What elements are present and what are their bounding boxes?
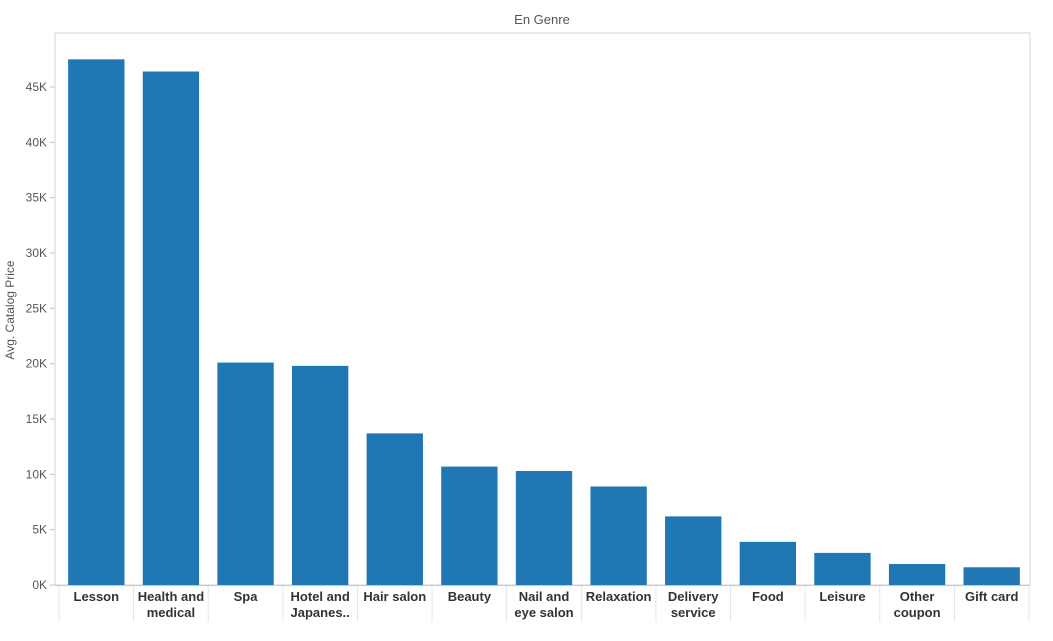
x-tick-label: Spa xyxy=(234,589,259,604)
x-tick-label-line: service xyxy=(671,605,716,620)
y-tick-label: 35K xyxy=(26,191,47,205)
x-tick-label-line: Relaxation xyxy=(586,589,652,604)
x-tick-label-line: Lesson xyxy=(74,589,120,604)
x-tick-label-line: Gift card xyxy=(965,589,1019,604)
x-tick-label-line: Spa xyxy=(234,589,259,604)
x-tick-label-line: Leisure xyxy=(819,589,865,604)
y-tick-label: 0K xyxy=(32,578,47,592)
bar xyxy=(441,466,498,585)
x-tick-label-line: coupon xyxy=(894,605,941,620)
bar xyxy=(366,433,423,585)
x-tick-label: Leisure xyxy=(819,589,865,604)
y-tick-label: 5K xyxy=(32,523,47,537)
x-tick-label: Other coupon xyxy=(894,589,941,620)
bar xyxy=(590,486,647,585)
bar xyxy=(814,552,871,585)
x-tick-label: Relaxation xyxy=(586,589,652,604)
bar xyxy=(515,471,573,585)
x-tick-label-line: Nail and xyxy=(519,589,570,604)
bar xyxy=(665,516,722,585)
x-tick-label-line: medical xyxy=(147,605,195,620)
y-tick-label: 25K xyxy=(26,301,47,315)
x-tick-label: Health and medical xyxy=(138,589,205,620)
bar xyxy=(68,59,125,586)
x-tick-label-line: Food xyxy=(752,589,784,604)
x-axis: Lesson Health and medical Spa Hotel and Japan… xyxy=(55,585,1030,622)
x-tick-label-line: Hair salon xyxy=(363,589,426,604)
x-tick-label-line: Delivery xyxy=(668,589,719,604)
y-tick-label: 40K xyxy=(26,135,47,149)
y-tick-label: 10K xyxy=(26,467,47,481)
x-tick-label-line: Other xyxy=(900,589,935,604)
bar xyxy=(739,541,797,585)
x-tick-label: Lesson xyxy=(74,589,120,604)
x-tick-label: Hotel and Japanes.. xyxy=(291,589,350,620)
x-tick-label-line: eye salon xyxy=(514,605,573,620)
bar xyxy=(142,71,200,586)
bar xyxy=(217,362,274,585)
bar xyxy=(963,567,1020,585)
x-tick-label: Gift card xyxy=(965,589,1019,604)
y-axis-label: Avg. Catalog Price xyxy=(3,260,17,359)
x-tick-label: Food xyxy=(752,589,784,604)
y-tick-label: 15K xyxy=(26,412,47,426)
x-tick-label: Beauty xyxy=(448,589,492,604)
x-tick-label: Nail and eye salon xyxy=(514,589,573,620)
x-tick-label-line: Hotel and xyxy=(291,589,350,604)
x-tick-label-line: Health and xyxy=(138,589,205,604)
y-tick-label: 30K xyxy=(26,246,47,260)
y-axis: 0K 5K 10K 15K 20K 25K 30K 35K 40K 45K xyxy=(26,80,55,592)
y-tick-label: 20K xyxy=(26,357,47,371)
bar xyxy=(291,365,349,585)
x-tick-label: Hair salon xyxy=(363,589,426,604)
y-tick-label: 45K xyxy=(26,80,47,94)
chart-title: En Genre xyxy=(514,12,570,27)
x-tick-label-line: Beauty xyxy=(448,589,492,604)
x-tick-label: Delivery service xyxy=(668,589,719,620)
bar xyxy=(888,563,946,585)
x-tick-label-line: Japanes.. xyxy=(291,605,350,620)
bars-group xyxy=(68,59,1020,586)
